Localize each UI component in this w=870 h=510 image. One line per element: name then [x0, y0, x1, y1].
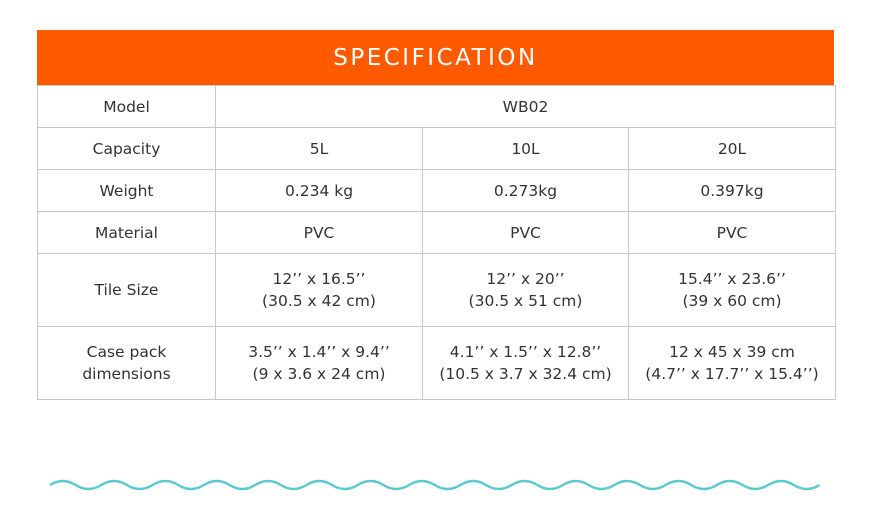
- cell-line: Model: [103, 97, 150, 116]
- cell-line: 0.397kg: [700, 181, 764, 200]
- cell: 0.273kg: [422, 169, 629, 212]
- cell-line: PVC: [303, 223, 335, 242]
- cell-line: (4.7’’ x 17.7’’ x 15.4’’): [645, 365, 819, 383]
- cell: WB02: [215, 85, 836, 128]
- cell-line: 5L: [309, 139, 329, 158]
- cell: 0.397kg: [628, 169, 836, 212]
- row-label: Capacity: [37, 127, 216, 170]
- cell: 5L: [215, 127, 423, 170]
- cell-line: (30.5 x 42 cm): [262, 292, 376, 310]
- row-label: Weight: [37, 169, 216, 212]
- cell-line: 0.234 kg: [284, 181, 354, 200]
- table-row: Material PVC PVC PVC: [37, 211, 836, 254]
- row-label: Material: [37, 211, 216, 254]
- cell-line: Capacity: [92, 139, 161, 158]
- spec-table: Model WB02 Capacity 5L 10L 20L Weight 0.234 kg 0…: [37, 85, 836, 400]
- wave-line: [49, 479, 821, 491]
- cell-line: 12’’ x 16.5’’: [272, 270, 366, 288]
- cell-line: dimensions: [82, 365, 171, 383]
- cell-line: Material: [95, 223, 158, 242]
- cell-line: Case pack: [86, 343, 167, 361]
- row-label: Case pack dimensions: [37, 326, 216, 400]
- cell: PVC: [628, 211, 836, 254]
- cell-line: PVC: [716, 223, 748, 242]
- row-label: Tile Size: [37, 253, 216, 327]
- cell-line: 4.1’’ x 1.5’’ x 12.8’’: [449, 343, 602, 361]
- cell-line: PVC: [510, 223, 541, 242]
- cell: 15.4’’ x 23.6’’ (39 x 60 cm): [628, 253, 836, 327]
- cell-line: 12 x 45 x 39 cm: [669, 343, 795, 361]
- cell-line: 10L: [511, 139, 540, 158]
- cell: 3.5’’ x 1.4’’ x 9.4’’ (9 x 3.6 x 24 cm): [215, 326, 423, 400]
- cell-line: 20L: [717, 139, 747, 158]
- cell: 12’’ x 16.5’’ (30.5 x 42 cm): [215, 253, 423, 327]
- wave-decoration: [49, 479, 821, 491]
- cell-line: WB02: [502, 97, 549, 116]
- cell: 0.234 kg: [215, 169, 423, 212]
- row-label: Model: [37, 85, 216, 128]
- cell-line: Weight: [99, 181, 154, 200]
- cell: 10L: [422, 127, 629, 170]
- cell: 12 x 45 x 39 cm (4.7’’ x 17.7’’ x 15.4’’): [628, 326, 836, 400]
- cell-line: (10.5 x 3.7 x 32.4 cm): [439, 365, 612, 383]
- table-row: Tile Size 12’’ x 16.5’’ (30.5 x 42 cm) 12’’…: [37, 253, 836, 327]
- table-row: Capacity 5L 10L 20L: [37, 127, 836, 170]
- cell-line: (30.5 x 51 cm): [468, 292, 583, 310]
- table-row: Model WB02: [37, 85, 836, 128]
- cell-line: (39 x 60 cm): [682, 292, 782, 310]
- cell: PVC: [215, 211, 423, 254]
- cell: 12’’ x 20’’ (30.5 x 51 cm): [422, 253, 629, 327]
- cell-line: 3.5’’ x 1.4’’ x 9.4’’: [248, 343, 390, 361]
- cell-line: Tile Size: [94, 281, 159, 299]
- cell-line: 0.273kg: [493, 181, 558, 200]
- cell-line: 12’’ x 20’’: [486, 270, 565, 288]
- cell: 4.1’’ x 1.5’’ x 12.8’’ (10.5 x 3.7 x 32.4…: [422, 326, 629, 400]
- cell-line: (9 x 3.6 x 24 cm): [252, 365, 386, 383]
- cell: 20L: [628, 127, 836, 170]
- cell-line: 15.4’’ x 23.6’’: [678, 270, 786, 288]
- table-row: Weight 0.234 kg 0.273kg 0.397kg: [37, 169, 836, 212]
- table-row: Case pack dimensions 3.5’’ x 1.4’’ x 9.4’’…: [37, 326, 836, 400]
- spec-title: SPECIFICATION: [37, 30, 834, 85]
- cell: PVC: [422, 211, 629, 254]
